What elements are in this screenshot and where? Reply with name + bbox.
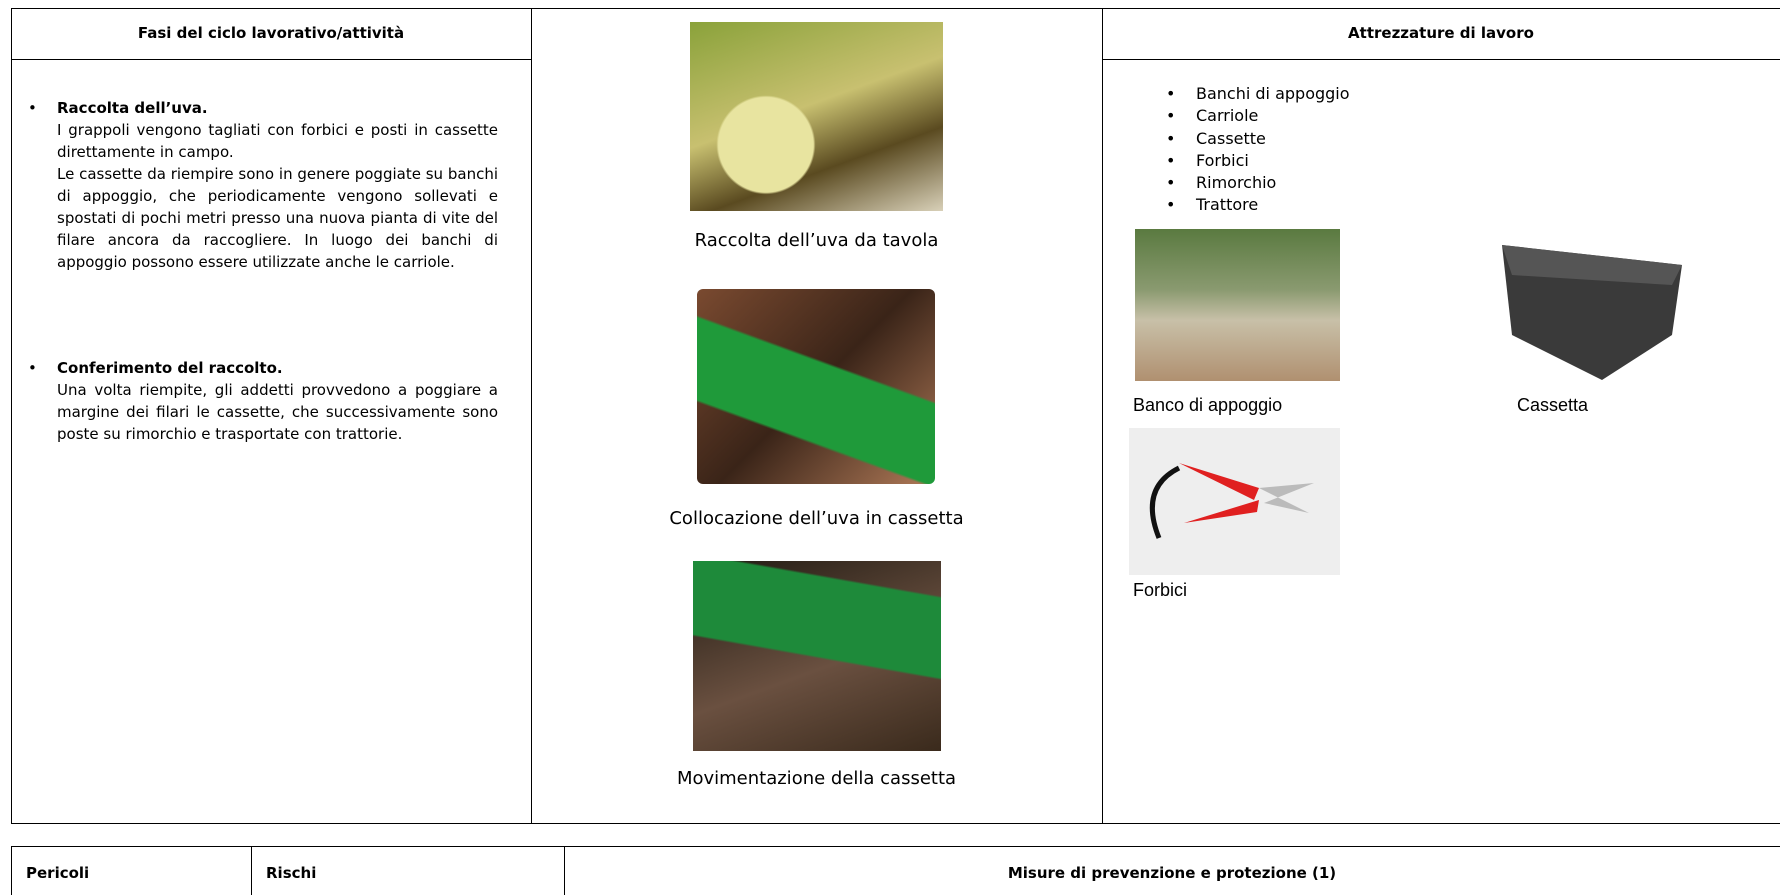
bullet: • xyxy=(28,99,37,117)
list-item: Trattore xyxy=(1166,194,1350,216)
photo xyxy=(1129,428,1340,575)
list-item: Forbici xyxy=(1166,150,1350,172)
paragraph: I grappoli vengono tagliati con forbici … xyxy=(57,121,498,161)
equipment-list: Banchi di appoggio Carriole Cassette For… xyxy=(1166,83,1350,217)
caption: Cassetta xyxy=(1517,395,1589,415)
list-item: Banchi di appoggio xyxy=(1166,83,1350,105)
caption: Forbici xyxy=(1133,580,1188,600)
table-border xyxy=(11,8,1780,9)
caption: Movimentazione della cassetta xyxy=(676,768,957,789)
photo xyxy=(693,561,941,751)
photo xyxy=(690,22,943,211)
table-border xyxy=(1102,8,1103,824)
phase-title: Conferimento del raccolto. xyxy=(57,359,283,377)
table-border xyxy=(564,846,565,895)
photo xyxy=(1135,229,1340,381)
caption: Collocazione dell’uva in cassetta xyxy=(669,508,964,529)
phase: • Raccolta dell’uva. I grappoli vengono … xyxy=(28,97,498,273)
header: Fasi del ciclo lavorativo/attività xyxy=(137,24,405,42)
caption: Raccolta dell’uva da tavola xyxy=(694,230,939,251)
table-border xyxy=(11,823,1780,824)
table-border xyxy=(251,846,252,895)
photo xyxy=(1502,245,1682,380)
table-border xyxy=(11,8,12,824)
list-item: Rimorchio xyxy=(1166,172,1350,194)
header: Pericoli xyxy=(26,864,90,882)
list-item: Cassette xyxy=(1166,128,1350,150)
table-border xyxy=(11,59,531,60)
phase: • Conferimento del raccolto. Una volta r… xyxy=(28,357,498,445)
caption: Banco di appoggio xyxy=(1133,395,1283,415)
list-item: Carriole xyxy=(1166,105,1350,127)
photo xyxy=(697,289,935,484)
header: Attrezzature di lavoro xyxy=(1348,24,1534,42)
table-border xyxy=(11,846,12,895)
bullet: • xyxy=(28,359,37,377)
paragraph: Una volta riempite, gli addetti provvedo… xyxy=(57,381,498,443)
table-border xyxy=(531,8,532,824)
paragraph: Le cassette da riempire sono in genere p… xyxy=(57,165,498,271)
phase-title: Raccolta dell’uva. xyxy=(57,99,208,117)
header: Misure di prevenzione e protezione (1) xyxy=(1007,864,1337,882)
table-border xyxy=(11,846,1780,847)
header: Rischi xyxy=(266,864,317,882)
table-border xyxy=(1102,59,1780,60)
